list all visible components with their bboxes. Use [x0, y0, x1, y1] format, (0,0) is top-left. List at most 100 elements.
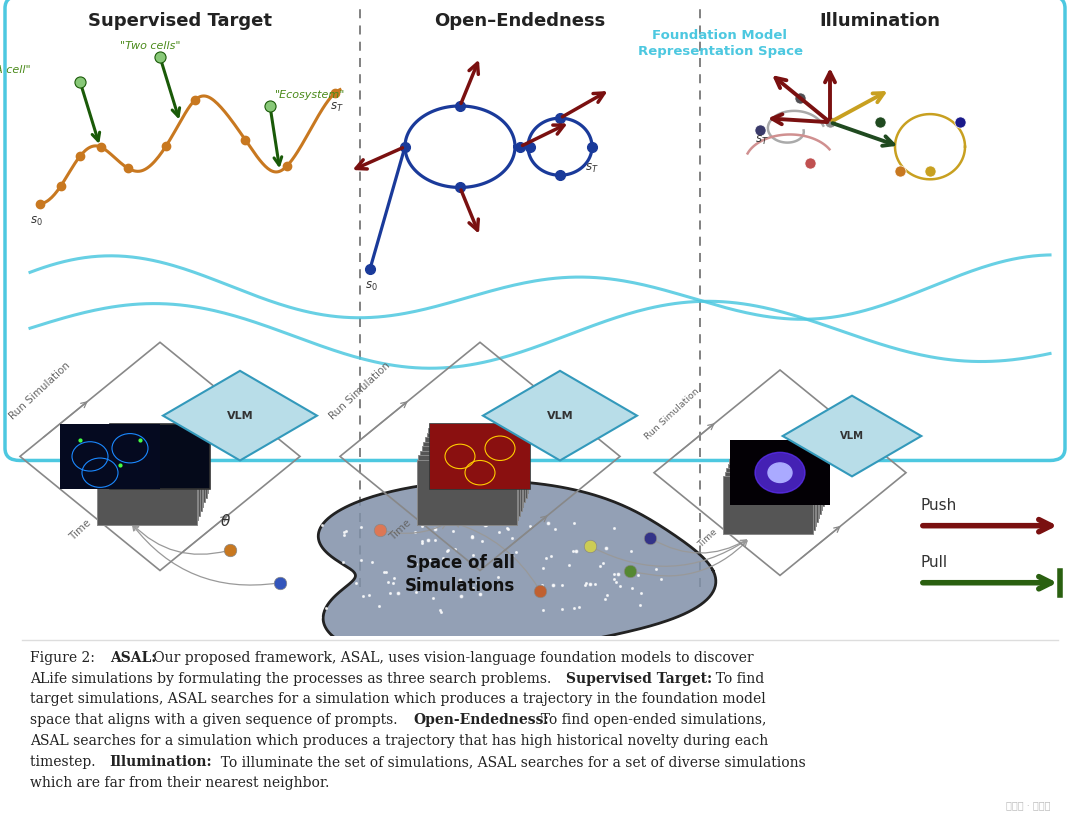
Point	[477, 518, 495, 531]
Bar	[102, 446, 202, 512]
Point	[471, 588, 488, 601]
Point	[414, 519, 431, 532]
Text: Time: Time	[67, 518, 93, 542]
Point	[542, 549, 559, 562]
Point	[544, 578, 562, 591]
Bar	[728, 464, 818, 522]
Point	[335, 526, 352, 539]
Bar	[98, 455, 199, 520]
Point	[427, 534, 444, 547]
Point	[609, 568, 626, 581]
Text: Foundation Model
Representation Space: Foundation Model Representation Space	[637, 29, 802, 58]
Point	[424, 591, 442, 604]
Bar	[729, 460, 819, 518]
Point	[565, 544, 582, 557]
Point	[623, 581, 640, 594]
Text: VLM: VLM	[840, 431, 864, 441]
Point	[432, 606, 449, 619]
Text: "A cell": "A cell"	[0, 65, 30, 75]
Point	[354, 589, 372, 602]
Point	[269, 566, 286, 579]
Point	[594, 557, 611, 570]
Point	[313, 519, 330, 532]
Point	[419, 534, 436, 547]
Point	[308, 519, 325, 532]
Point	[311, 566, 328, 579]
Text: $s_T$: $s_T$	[585, 162, 598, 175]
Polygon shape	[783, 395, 921, 476]
Bar	[725, 472, 814, 531]
Text: $\theta$: $\theta$	[220, 513, 231, 529]
Bar	[430, 424, 530, 489]
Point	[302, 569, 320, 582]
Point	[476, 518, 494, 531]
Point	[414, 536, 431, 549]
Point	[577, 579, 594, 592]
Point	[335, 529, 352, 542]
Bar	[60, 424, 160, 489]
Point	[377, 565, 394, 578]
Point	[451, 590, 469, 603]
Point	[338, 525, 355, 538]
Point	[463, 530, 481, 543]
Text: 公众号 · 新智元: 公众号 · 新智元	[1005, 800, 1050, 810]
Point	[390, 586, 407, 599]
Point	[421, 554, 438, 567]
Point	[534, 562, 551, 575]
Point	[586, 577, 604, 590]
Point	[390, 586, 407, 599]
Bar	[108, 428, 208, 493]
Point	[611, 579, 629, 593]
FancyBboxPatch shape	[5, 0, 1065, 460]
Point	[591, 560, 608, 573]
Text: Figure 2:: Figure 2:	[30, 650, 104, 665]
Bar	[726, 468, 816, 526]
Point	[268, 562, 285, 575]
Point	[598, 588, 616, 601]
Text: "Two cells": "Two cells"	[120, 41, 180, 51]
Point	[476, 518, 494, 531]
Bar	[423, 442, 524, 507]
Point	[352, 521, 369, 534]
Point	[406, 526, 423, 539]
Bar	[426, 437, 525, 502]
Bar	[429, 428, 528, 493]
Point	[554, 578, 571, 591]
Point	[341, 566, 359, 579]
Point	[407, 585, 424, 598]
Point	[364, 556, 381, 569]
Point	[508, 546, 525, 559]
Text: target simulations, ASAL searches for a simulation which produces a trajectory i: target simulations, ASAL searches for a …	[30, 693, 766, 707]
Point	[427, 522, 444, 535]
Point	[463, 531, 481, 544]
Point	[534, 579, 551, 592]
Point	[553, 602, 570, 615]
Point	[464, 548, 482, 562]
Point	[581, 578, 598, 591]
Point	[471, 588, 488, 601]
Point	[606, 567, 623, 580]
Point	[427, 522, 444, 535]
Circle shape	[755, 452, 805, 493]
Point	[432, 579, 449, 592]
Point	[384, 571, 402, 584]
Point	[622, 544, 639, 557]
Text: To illuminate the set of simulations, ASAL searches for a set of diverse simulat: To illuminate the set of simulations, AS…	[212, 756, 806, 769]
Point	[360, 588, 377, 601]
Point	[260, 544, 278, 557]
Point	[370, 599, 388, 612]
Bar	[104, 442, 203, 507]
Point	[652, 572, 670, 585]
Text: ASAL:: ASAL:	[110, 650, 156, 665]
Point	[341, 566, 359, 579]
Point	[407, 557, 424, 570]
Text: Push: Push	[920, 498, 956, 513]
Text: Pull: Pull	[920, 555, 947, 570]
Point	[606, 522, 623, 535]
Point	[609, 568, 626, 581]
Point	[473, 535, 490, 548]
Text: Open–Endedness: Open–Endedness	[434, 12, 606, 30]
Point	[260, 544, 278, 557]
Point	[597, 541, 615, 554]
Bar	[735, 443, 825, 502]
